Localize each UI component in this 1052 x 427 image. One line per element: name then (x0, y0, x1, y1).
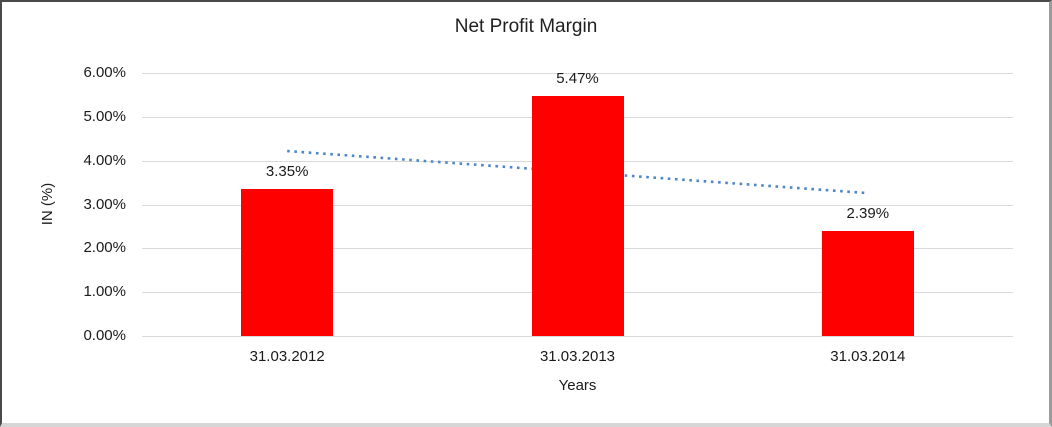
y-tick-label: 4.00% (83, 151, 126, 169)
y-tick-label: 1.00% (83, 283, 126, 301)
gridline (142, 336, 1013, 337)
y-tick-label: 0.00% (83, 327, 126, 344)
x-axis-title: Years (558, 377, 597, 394)
bar-value-label: 3.35% (265, 163, 309, 181)
bar-value-label: 2.39% (846, 205, 890, 223)
y-tick-label: 6.00% (83, 64, 126, 82)
chart-title: Net Profit Margin (454, 16, 598, 37)
x-tick-label: 31.03.2013 (539, 348, 616, 365)
x-tick-label: 31.03.2014 (830, 348, 906, 365)
y-tick-label: 5.00% (83, 107, 126, 125)
bar-value-label: 5.47% (556, 70, 599, 88)
bar (821, 231, 914, 336)
x-tick-label: 31.03.2012 (249, 348, 325, 365)
y-tick-label: 3.00% (83, 195, 126, 213)
bar (241, 189, 334, 336)
y-tick-label: 2.00% (83, 239, 126, 257)
y-axis-title: IN (%) (39, 182, 56, 226)
bar (531, 96, 624, 336)
gridline (142, 73, 1013, 75)
